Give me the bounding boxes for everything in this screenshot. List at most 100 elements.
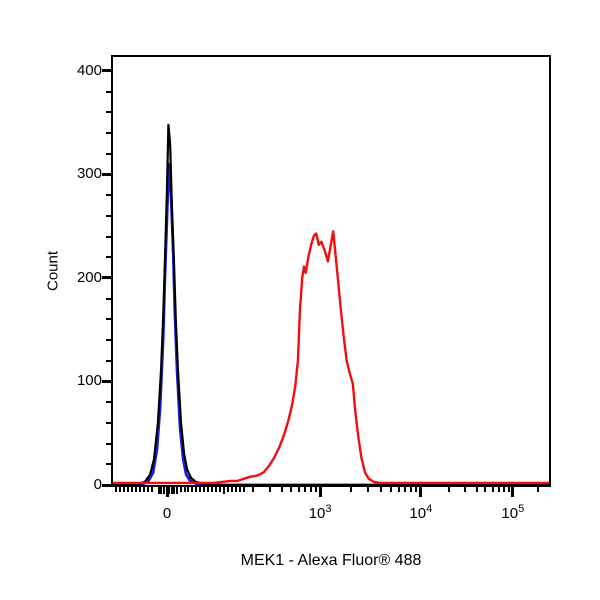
- x-mid-tick: [163, 487, 165, 494]
- x-minor-tick: [242, 487, 245, 492]
- x-mid-tick: [176, 487, 179, 494]
- x-major-tick: [419, 487, 423, 497]
- x-minor-tick: [349, 487, 352, 492]
- x-minor-tick: [290, 487, 293, 492]
- x-minor-tick: [251, 487, 254, 492]
- y-major-tick: [102, 379, 111, 383]
- x-minor-tick: [210, 487, 213, 492]
- x-mid-tick: [157, 487, 160, 494]
- x-tick-label: 103: [308, 503, 332, 522]
- y-tick-label: 100: [76, 372, 102, 390]
- x-minor-tick: [199, 487, 202, 492]
- y-minor-tick: [106, 132, 111, 135]
- y-tick-label: 0: [93, 476, 102, 493]
- x-mid-tick: [223, 487, 226, 494]
- y-minor-tick: [106, 214, 111, 217]
- x-minor-tick: [410, 487, 413, 492]
- x-minor-tick: [309, 487, 312, 492]
- x-minor-tick: [280, 487, 283, 492]
- x-tick-label: 104: [409, 503, 433, 522]
- x-minor-tick: [404, 487, 407, 492]
- x-minor-tick: [484, 487, 487, 492]
- x-minor-tick: [447, 487, 450, 492]
- y-minor-tick: [106, 297, 111, 300]
- x-minor-tick: [207, 487, 210, 492]
- red-curve: [113, 230, 549, 485]
- x-minor-tick: [203, 487, 206, 492]
- x-minor-tick: [218, 487, 221, 492]
- x-minor-tick: [115, 487, 118, 492]
- x-minor-tick: [497, 487, 500, 492]
- x-minor-tick: [139, 487, 142, 492]
- x-minor-tick: [187, 487, 190, 492]
- y-minor-tick: [106, 442, 111, 445]
- y-minor-tick: [106, 256, 111, 259]
- x-minor-tick: [389, 487, 392, 492]
- y-minor-tick: [106, 359, 111, 362]
- x-minor-tick: [537, 487, 540, 492]
- x-tick-label: 0: [162, 505, 172, 522]
- x-minor-tick: [491, 487, 494, 492]
- y-major-tick: [102, 69, 111, 73]
- x-minor-tick: [397, 487, 400, 492]
- x-mid-tick: [173, 487, 176, 494]
- x-minor-tick: [183, 487, 186, 492]
- x-minor-tick: [126, 487, 129, 492]
- y-tick-label: 400: [76, 61, 102, 79]
- y-minor-tick: [106, 401, 111, 404]
- x-minor-tick: [463, 487, 466, 492]
- x-minor-tick: [304, 487, 307, 492]
- y-minor-tick: [106, 318, 111, 321]
- x-minor-tick: [118, 487, 121, 492]
- x-minor-tick: [507, 487, 510, 492]
- x-mid-tick: [170, 487, 173, 494]
- y-minor-tick: [106, 194, 111, 197]
- y-major-tick: [102, 276, 111, 280]
- y-tick-label: 200: [76, 268, 102, 286]
- y-minor-tick: [106, 152, 111, 155]
- x-minor-tick: [131, 487, 134, 492]
- histogram-curves: [113, 123, 549, 485]
- x-minor-tick: [415, 487, 418, 492]
- y-minor-tick: [106, 90, 111, 93]
- x-axis-title: MEK1 - Alexa Fluor® 488: [240, 552, 422, 569]
- black-curve: [113, 123, 549, 485]
- x-minor-tick: [314, 487, 317, 492]
- x-major-tick: [318, 487, 322, 497]
- y-tick-label: 300: [76, 165, 102, 183]
- x-minor-tick: [234, 487, 237, 492]
- x-minor-tick: [122, 487, 125, 492]
- x-minor-tick: [238, 487, 241, 492]
- x-tick-label: 105: [501, 503, 525, 522]
- x-mid-tick: [160, 487, 163, 494]
- x-minor-tick: [227, 487, 230, 492]
- y-minor-tick: [106, 111, 111, 114]
- x-minor-tick: [146, 487, 149, 492]
- x-minor-tick: [231, 487, 234, 492]
- x-minor-tick: [475, 487, 478, 492]
- blue-curve: [113, 162, 549, 485]
- y-minor-tick: [106, 339, 111, 342]
- y-major-tick: [102, 172, 111, 176]
- x-minor-tick: [142, 487, 145, 492]
- x-minor-tick: [379, 487, 382, 492]
- x-minor-tick: [195, 487, 198, 492]
- x-mid-tick: [168, 487, 171, 494]
- y-minor-tick: [106, 421, 111, 424]
- y-minor-tick: [106, 463, 111, 466]
- plot-area: [111, 55, 551, 487]
- x-minor-tick: [135, 487, 138, 492]
- y-major-tick: [102, 483, 111, 487]
- x-minor-tick: [191, 487, 194, 492]
- x-minor-tick: [214, 487, 217, 492]
- x-minor-tick: [367, 487, 370, 492]
- y-minor-tick: [106, 235, 111, 238]
- x-minor-tick: [179, 487, 182, 492]
- x-minor-tick: [268, 487, 271, 492]
- x-minor-tick: [503, 487, 506, 492]
- x-major-tick: [511, 487, 515, 497]
- x-major-tick: [165, 487, 169, 497]
- x-minor-tick: [150, 487, 153, 492]
- x-minor-tick: [297, 487, 300, 492]
